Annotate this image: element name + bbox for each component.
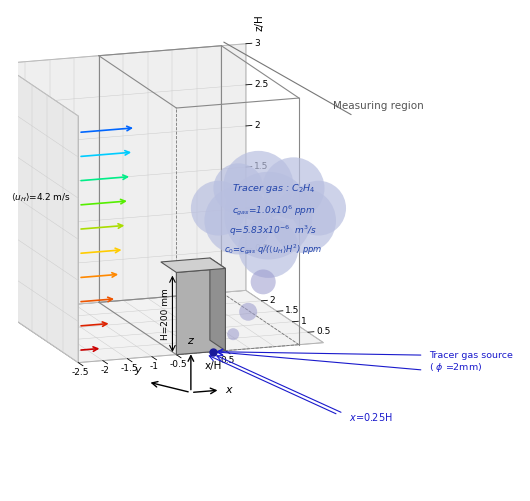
Text: $x$=0.25H: $x$=0.25H [349,411,392,423]
Text: 2.5: 2.5 [254,80,269,89]
Text: -1.5: -1.5 [121,364,138,373]
Circle shape [251,270,276,295]
Circle shape [239,303,257,321]
Text: 0.5: 0.5 [254,244,269,254]
Polygon shape [176,269,225,355]
Circle shape [224,172,313,260]
Text: 0.5: 0.5 [316,327,331,336]
Text: 1.5: 1.5 [254,162,269,171]
Circle shape [191,181,246,235]
Text: 1: 1 [254,203,260,212]
Text: 2: 2 [270,296,276,305]
Text: -2: -2 [101,366,109,375]
Text: $q$=5.83x10$^{-6}$  m$^3$/s: $q$=5.83x10$^{-6}$ m$^3$/s [229,223,317,238]
Text: 0.5: 0.5 [220,356,235,365]
Text: -1: -1 [149,362,158,371]
Text: -2.5: -2.5 [72,368,89,377]
Text: $z$: $z$ [187,336,195,346]
Polygon shape [161,258,225,273]
Polygon shape [1,44,246,310]
Text: 1.5: 1.5 [285,306,300,315]
Polygon shape [210,258,225,351]
Text: Tracer gas : C$_2$H$_4$: Tracer gas : C$_2$H$_4$ [232,182,315,195]
Circle shape [224,151,294,220]
Circle shape [291,181,346,235]
Text: 2: 2 [254,121,260,130]
Text: $\langle u_H\rangle$=4.2 m/s: $\langle u_H\rangle$=4.2 m/s [11,190,71,202]
Text: $c_{gas}$=1.0x10$^6$ ppm: $c_{gas}$=1.0x10$^6$ ppm [232,203,315,218]
Circle shape [227,328,239,340]
Text: Tracer gas source
( $\phi$ =2mm): Tracer gas source ( $\phi$ =2mm) [429,351,513,375]
Polygon shape [1,291,323,363]
Circle shape [271,188,336,253]
Circle shape [214,163,263,213]
Text: $x$: $x$ [225,385,234,395]
Circle shape [238,218,298,278]
Text: z/H: z/H [255,15,265,31]
Text: H=200 mm: H=200 mm [161,289,170,340]
Text: 3: 3 [254,39,260,48]
Circle shape [262,157,324,219]
Text: Tracer gas source
( $\phi$ =2mm): Tracer gas source ( $\phi$ =2mm) [429,351,513,375]
Text: 1: 1 [301,317,307,326]
Polygon shape [1,64,78,363]
Text: -0.5: -0.5 [170,360,187,369]
Text: x/H: x/H [205,361,222,371]
Circle shape [205,187,272,255]
Text: $c_0$=$c_{gas}$ $q$/($\langle u_H\rangle H^2$) ppm: $c_0$=$c_{gas}$ $q$/($\langle u_H\rangle… [224,242,323,257]
Text: $y$: $y$ [134,365,143,377]
Text: Measuring region: Measuring region [333,101,424,111]
